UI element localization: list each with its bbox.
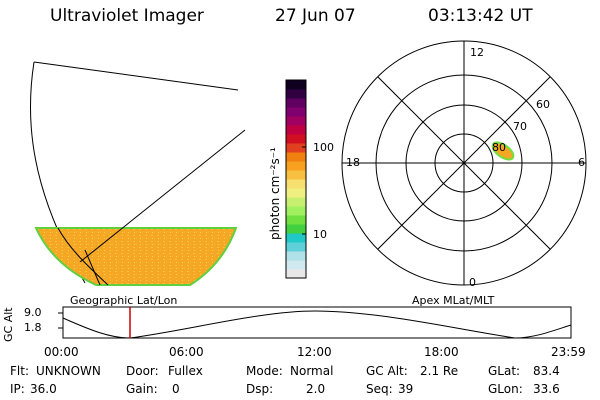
timeline-x-tick: 12:00: [297, 345, 332, 359]
colorbar-band: [286, 197, 306, 207]
colorbar-band: [286, 98, 306, 108]
lat-label-80: 80: [492, 141, 506, 154]
timeline-y-tick: 9.0: [24, 306, 42, 319]
colorbar-unit-label: photon cm⁻²s⁻¹: [268, 147, 282, 240]
colorbar-band: [286, 188, 306, 198]
info-seq-label: Seq:: [366, 382, 393, 396]
colorbar-band: [286, 89, 306, 99]
colorbar-band: [286, 224, 306, 234]
info-gain-value: 0: [172, 382, 180, 396]
timeline-x-tick: 23:59: [551, 345, 586, 359]
info-flt-label: Flt:: [10, 364, 29, 378]
lat-label-60: 60: [536, 98, 550, 111]
info-dsp-value: 2.0: [306, 382, 326, 396]
info-door-label: Door:: [126, 364, 159, 378]
timeline-x-tick: 00:00: [44, 345, 79, 359]
colorbar-band: [286, 80, 306, 90]
colorbar-band: [286, 107, 306, 117]
colorbar-band: [286, 260, 306, 270]
colorbar-band: [286, 251, 306, 261]
info-door-value: Fullex: [168, 364, 203, 378]
info-glat-label: GLat:: [488, 364, 521, 378]
timeline-x-tick: 18:00: [424, 345, 459, 359]
colorbar-band: [286, 206, 306, 216]
colorbar-band: [286, 161, 306, 171]
map-line: [57, 227, 109, 286]
polar-axis: [377, 76, 551, 250]
timeline-panel: [58, 306, 572, 339]
date-label: 27 Jun 07: [275, 6, 356, 26]
instrument-title: Ultraviolet Imager: [50, 6, 204, 26]
geographic-map: [29, 61, 246, 286]
info-ip-value: 36.0: [30, 382, 57, 396]
colorbar: [286, 80, 306, 279]
info-glat-value: 83.4: [533, 364, 560, 378]
uv-image-swath: [34, 227, 238, 286]
timeline-frame: [62, 306, 572, 339]
info-gcalt-label: GC Alt:: [366, 364, 408, 378]
info-ip-label: IP:: [10, 382, 25, 396]
timeline-axis-label: GC Alt: [2, 307, 15, 342]
mlt-label-12: 12: [470, 46, 484, 59]
info-seq-value: 39: [398, 382, 414, 396]
colorbar-band: [286, 215, 306, 225]
map-line: [79, 129, 246, 263]
info-glon-value: 33.6: [533, 382, 560, 396]
info-glon-label: GLon:: [488, 382, 523, 396]
colorbar-tick-label: 10: [313, 228, 327, 241]
timeline-x-tick: 06:00: [169, 345, 204, 359]
colorbar-band: [286, 116, 306, 126]
info-dsp-label: Dsp:: [246, 382, 274, 396]
mlt-label-0: 0: [469, 276, 476, 289]
lat-label-70: 70: [513, 120, 527, 133]
info-mode-label: Mode:: [246, 364, 283, 378]
colorbar-tick-label: 100: [313, 141, 334, 154]
time-label: 03:13:42 UT: [428, 6, 533, 26]
altitude-curve: [62, 310, 572, 339]
info-flt-value: UNKNOWN: [36, 364, 101, 378]
apex-label: Apex MLat/MLT: [412, 294, 495, 307]
colorbar-band: [286, 269, 306, 279]
polar-plot: [341, 40, 587, 286]
colorbar-band: [286, 170, 306, 180]
colorbar-band: [286, 125, 306, 135]
timeline-y-tick: 1.8: [24, 321, 42, 334]
colorbar-band: [286, 143, 306, 153]
map-line: [33, 61, 239, 91]
colorbar-band: [286, 134, 306, 144]
mlt-label-6: 6: [578, 156, 585, 169]
colorbar-band: [286, 242, 306, 252]
colorbar-band: [286, 179, 306, 189]
geographic-label: Geographic Lat/Lon: [70, 294, 178, 307]
colorbar-band: [286, 233, 306, 243]
info-mode-value: Normal: [290, 364, 334, 378]
info-gcalt-value: 2.1 Re: [420, 364, 459, 378]
aurora-spot: [491, 141, 515, 161]
colorbar-frame: [285, 79, 307, 279]
colorbar-band: [286, 152, 306, 162]
mlt-label-18: 18: [346, 156, 360, 169]
map-line: [84, 249, 101, 286]
info-gain-label: Gain:: [126, 382, 158, 396]
